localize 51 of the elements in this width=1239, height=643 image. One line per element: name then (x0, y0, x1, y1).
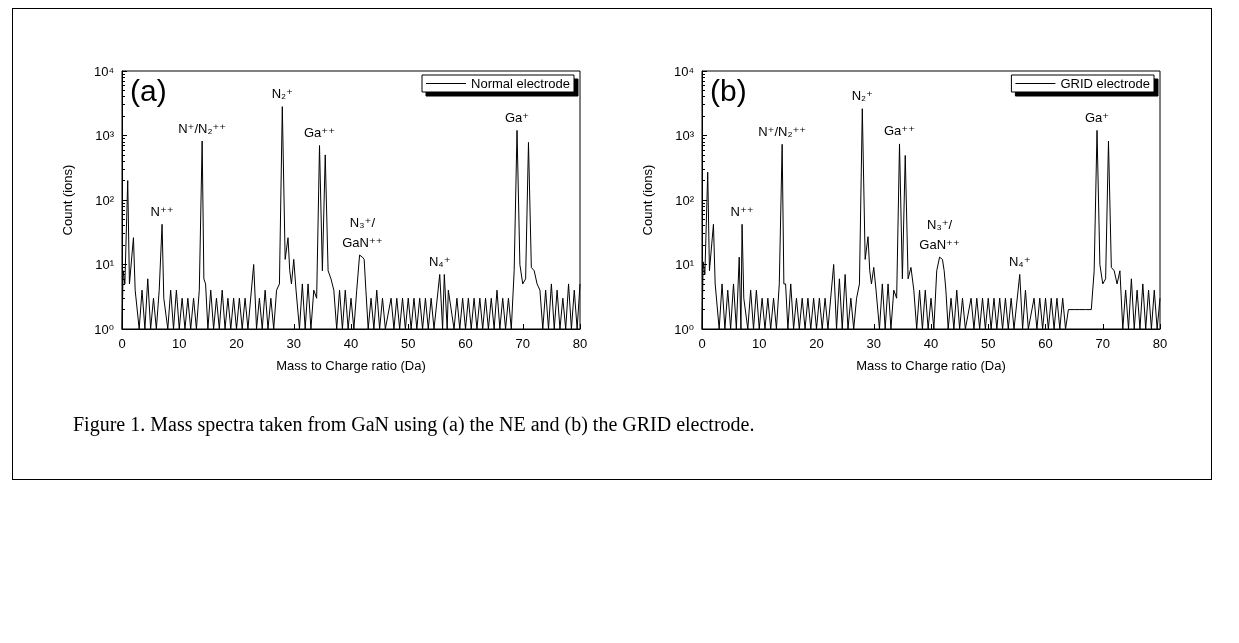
x-tick-label: 30 (866, 336, 881, 351)
y-axis-title: Count (ions) (640, 164, 655, 236)
annotation: N₄⁺ (428, 253, 451, 269)
x-tick-label: 50 (401, 336, 416, 351)
y-tick-label: 10⁰ (94, 321, 114, 337)
annotation: N⁺/N₂⁺⁺ (758, 123, 807, 139)
x-tick-label: 0 (698, 336, 706, 351)
annotation: N⁺/N₂⁺⁺ (178, 120, 227, 136)
y-tick-label: 10¹ (675, 257, 695, 272)
x-tick-label: 40 (343, 336, 359, 351)
annotation: N₃⁺/ GaN⁺⁺ (342, 214, 383, 250)
annotation: N₃⁺/ GaN⁺⁺ (919, 216, 960, 252)
x-tick-label: 60 (458, 336, 473, 351)
annotation: Ga⁺⁺ (303, 124, 336, 140)
annotation: Ga⁺⁺ (883, 123, 916, 139)
x-tick-label: 0 (118, 336, 126, 351)
y-axis-title: Count (ions) (60, 164, 75, 236)
x-tick-label: 50 (981, 336, 996, 351)
x-axis-title: Mass to Charge ratio (Da) (276, 358, 426, 373)
annotation: N⁺⁺ (730, 203, 754, 219)
y-tick-label: 10⁴ (673, 63, 694, 79)
annotation: (a) (130, 73, 167, 107)
annotation: N₂⁺ (851, 88, 873, 104)
y-tick-label: 10¹ (95, 257, 115, 272)
y-tick-label: 10³ (675, 128, 695, 143)
annotation: (b) (710, 73, 747, 107)
y-tick-label: 10⁴ (93, 63, 114, 79)
x-tick-label: 30 (286, 336, 301, 351)
x-tick-label: 20 (229, 336, 244, 351)
y-tick-label: 10² (675, 192, 695, 208)
annotation: N⁺⁺ (150, 203, 174, 219)
x-tick-label: 60 (1038, 336, 1053, 351)
x-tick-label: 70 (1095, 336, 1110, 351)
legend-label: Normal electrode (471, 76, 571, 91)
y-tick-label: 10² (95, 192, 115, 208)
y-tick-label: 10³ (95, 128, 115, 143)
x-tick-label: 80 (572, 336, 588, 351)
annotation: Ga⁺ (1084, 109, 1110, 125)
annotation: N₂⁺ (271, 86, 293, 102)
x-tick-label: 20 (809, 336, 824, 351)
y-tick-label: 10⁰ (674, 321, 694, 337)
x-tick-label: 40 (923, 336, 939, 351)
x-tick-label: 70 (515, 336, 530, 351)
annotation: N₄⁺ (1008, 253, 1031, 269)
legend-label: GRID electrode (1060, 76, 1150, 91)
annotation: Ga⁺ (504, 109, 530, 125)
x-tick-label: 10 (752, 336, 767, 351)
x-tick-label: 10 (172, 336, 187, 351)
x-tick-label: 80 (1152, 336, 1168, 351)
caption: Figure 1. Mass spectra taken from GaN using (a) the NE and (b) the GRID electrode. (73, 412, 756, 438)
x-axis-title: Mass to Charge ratio (Da) (856, 358, 1006, 373)
